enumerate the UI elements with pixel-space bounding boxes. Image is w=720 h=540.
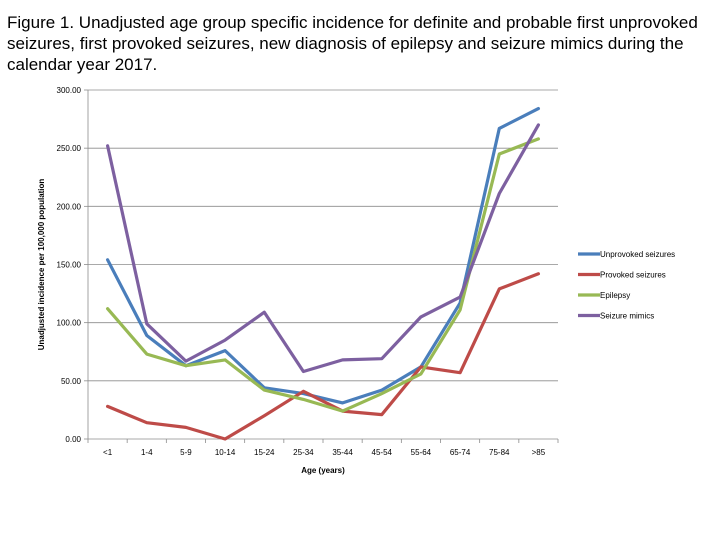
x-tick-label: <1 (103, 448, 113, 457)
series-lines (105, 106, 541, 441)
x-tick-label: 15-24 (254, 448, 275, 457)
x-tick-label: 45-54 (372, 448, 393, 457)
y-tick-label: 0.00 (65, 435, 81, 444)
figure-caption: Figure 1. Unadjusted age group specific … (7, 13, 698, 74)
x-tick-label: 35-44 (332, 448, 353, 457)
legend-label: Seizure mimics (600, 312, 654, 321)
x-tick-label: 5-9 (180, 448, 192, 457)
x-axis-title: Age (years) (301, 466, 345, 475)
y-tick-label: 250.00 (57, 144, 82, 153)
x-tick-label: 65-74 (450, 448, 471, 457)
y-tick-label: 100.00 (57, 319, 82, 328)
x-tick-label: 10-14 (215, 448, 236, 457)
gridlines (88, 89, 558, 382)
axes (84, 89, 559, 443)
y-tick-labels: 0.00 50.00 100.00 150.00 200.00 250.00 300.00 (57, 86, 82, 444)
x-tick-label: 55-64 (411, 448, 432, 457)
legend: Unprovoked seizures Provoked seizures Epil… (578, 250, 675, 321)
x-tick-label: 1-4 (141, 448, 153, 457)
series-line-provoked-seizures (105, 272, 541, 441)
x-tick-label: 25-34 (293, 448, 314, 457)
y-tick-label: 50.00 (61, 377, 82, 386)
series-line-seizure-mimics (105, 123, 541, 374)
y-tick-label: 200.00 (57, 202, 82, 211)
x-tick-label: 75-84 (489, 448, 510, 457)
y-tick-label: 150.00 (57, 261, 82, 270)
legend-label: Unprovoked seizures (600, 250, 675, 259)
y-tick-label: 300.00 (57, 86, 82, 95)
legend-label: Epilepsy (600, 291, 630, 300)
x-tick-label: >85 (532, 448, 546, 457)
series-line-unprovoked-seizures (105, 106, 541, 405)
x-tick-labels: <1 1-4 5-9 10-14 15-24 25-34 35-44 45-54 55-64 65… (103, 448, 546, 457)
legend-label: Provoked seizures (600, 271, 666, 280)
y-axis-title: Unadjusted incidence per 100,000 populat… (37, 179, 46, 351)
series-line-epilepsy (105, 137, 541, 413)
